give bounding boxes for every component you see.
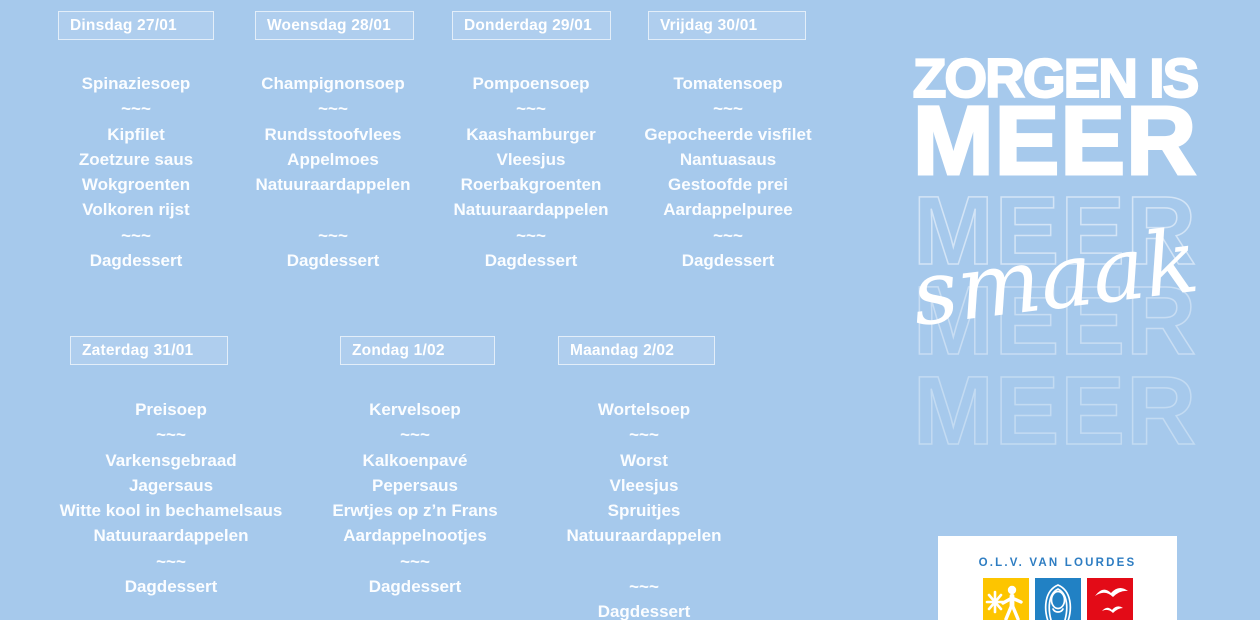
- day-header-zaterdag: Zaterdag 31/01: [70, 336, 228, 365]
- birds-icon: [1086, 578, 1133, 620]
- menu-item: Natuuraardappelen: [453, 200, 609, 220]
- mary-icon: [1034, 578, 1081, 620]
- menu-item: Natuuraardappelen: [566, 526, 722, 546]
- menu-item: Rundsstoofvlees: [264, 124, 402, 144]
- menu-item: Witte kool in bechamelsaus: [59, 501, 283, 521]
- separator: ~~~: [713, 99, 743, 119]
- menu-item: Preisoep: [135, 400, 207, 419]
- separator: ~~~: [713, 225, 743, 245]
- menu-item: Natuuraardappelen: [255, 175, 411, 195]
- separator: ~~~: [318, 99, 348, 119]
- day-title: Zondag 1/02: [352, 342, 445, 359]
- separator: ~~~: [629, 425, 659, 445]
- menu-item: Tomatensoep: [673, 74, 783, 93]
- separator: ~~~: [121, 99, 151, 119]
- menu-item: Dagdessert: [597, 602, 691, 620]
- menu-item: Dagdessert: [124, 577, 218, 597]
- menu-item: Aardappelnootjes: [343, 526, 487, 546]
- separator: ~~~: [121, 225, 151, 245]
- menu-item: Dagdessert: [484, 251, 578, 271]
- day-menu-vrijdag: Tomatensoep ~~~ Gepocheerde visfilet Nan…: [618, 71, 838, 273]
- menu-item: Wortelsoep: [597, 400, 691, 419]
- separator: ~~~: [516, 99, 546, 119]
- menu-item: Nantuasaus: [679, 149, 777, 169]
- day-header-maandag: Maandag 2/02: [558, 336, 715, 365]
- menu-item: Kervelsoep: [369, 400, 461, 419]
- menu-item: Kaashamburger: [466, 124, 596, 144]
- brand-line-meer-outline-3: MEER: [912, 356, 1198, 465]
- menu-item: Varkensgebraad: [105, 450, 237, 470]
- menu-item: Aardappelpuree: [663, 200, 793, 220]
- menu-item: Pompoensoep: [472, 74, 590, 93]
- day-header-woensdag: Woensdag 28/01: [255, 11, 414, 40]
- menu-item: Spruitjes: [607, 501, 681, 521]
- menu-item: Kalkoenpavé: [362, 450, 468, 470]
- menu-item: Champignonsoep: [261, 74, 405, 93]
- separator: ~~~: [400, 425, 430, 445]
- brand-line-meer-solid: MEER: [911, 86, 1198, 195]
- menu-item: Dagdessert: [286, 251, 380, 271]
- day-header-donderdag: Donderdag 29/01: [452, 11, 611, 40]
- day-title: Maandag 2/02: [570, 342, 675, 359]
- spacer-line: [233, 197, 433, 222]
- brand-line-meer-outline-2: MEER: [912, 266, 1198, 375]
- logo-tiles: [938, 578, 1177, 620]
- menu-item: Natuuraardappelen: [93, 526, 249, 546]
- people-icon: [982, 578, 1029, 620]
- menu-item: Zoetzure saus: [78, 149, 194, 169]
- menu-item: Pepersaus: [372, 475, 458, 495]
- menu-item: Dagdessert: [681, 251, 775, 271]
- menu-item: Vleesjus: [609, 475, 679, 495]
- day-menu-maandag: Wortelsoep ~~~ Worst Vleesjus Spruitjes …: [524, 397, 764, 620]
- separator: ~~~: [400, 551, 430, 571]
- menu-item: Gestoofde prei: [668, 175, 788, 195]
- olv-van-lourdes-logo: O.L.V. VAN LOURDES: [938, 536, 1177, 620]
- day-title: Zaterdag 31/01: [82, 342, 194, 359]
- spacer-line: [524, 549, 764, 574]
- branding-block: ZORGEN IS MEER MEER MEER MEER smaak: [900, 0, 1210, 470]
- day-menu-dinsdag: Spinaziesoep ~~~ Kipfilet Zoetzure saus …: [36, 71, 236, 273]
- day-header-zondag: Zondag 1/02: [340, 336, 495, 365]
- menu-item: Dagdessert: [89, 251, 183, 271]
- menu-item: Erwtjes op z’n Frans: [332, 501, 498, 521]
- day-menu-donderdag: Pompoensoep ~~~ Kaashamburger Vleesjus R…: [431, 71, 631, 273]
- day-title: Dinsdag 27/01: [70, 17, 177, 34]
- menu-item: Volkoren rijst: [82, 200, 190, 220]
- menu-item: Wokgroenten: [81, 175, 191, 195]
- menu-item: Dagdessert: [368, 577, 462, 597]
- day-menu-woensdag: Champignonsoep ~~~ Rundsstoofvlees Appel…: [233, 71, 433, 273]
- menu-item: Kipfilet: [107, 124, 165, 144]
- day-menu-zaterdag: Preisoep ~~~ Varkensgebraad Jagersaus Wi…: [51, 397, 291, 599]
- logo-title: O.L.V. VAN LOURDES: [978, 557, 1137, 569]
- menu-item: Jagersaus: [128, 475, 214, 495]
- day-menu-zondag: Kervelsoep ~~~ Kalkoenpavé Pepersaus Erw…: [295, 397, 535, 599]
- menu-item: Worst: [620, 450, 668, 470]
- day-title: Vrijdag 30/01: [660, 17, 758, 34]
- menu-item: Vleesjus: [496, 149, 566, 169]
- separator: ~~~: [516, 225, 546, 245]
- day-title: Donderdag 29/01: [464, 17, 592, 34]
- separator: ~~~: [156, 551, 186, 571]
- day-header-dinsdag: Dinsdag 27/01: [58, 11, 214, 40]
- menu-item: Appelmoes: [287, 149, 379, 169]
- brand-line-meer-outline-1: MEER: [912, 176, 1198, 285]
- menu-item: Spinaziesoep: [81, 74, 191, 93]
- day-header-vrijdag: Vrijdag 30/01: [648, 11, 806, 40]
- day-title: Woensdag 28/01: [267, 17, 391, 34]
- menu-item: Gepocheerde visfilet: [644, 124, 812, 144]
- menu-item: Roerbakgroenten: [460, 175, 602, 195]
- brand-line-zorgen-is: ZORGEN IS: [912, 46, 1201, 110]
- separator: ~~~: [318, 225, 348, 245]
- separator: ~~~: [629, 577, 659, 597]
- separator: ~~~: [156, 425, 186, 445]
